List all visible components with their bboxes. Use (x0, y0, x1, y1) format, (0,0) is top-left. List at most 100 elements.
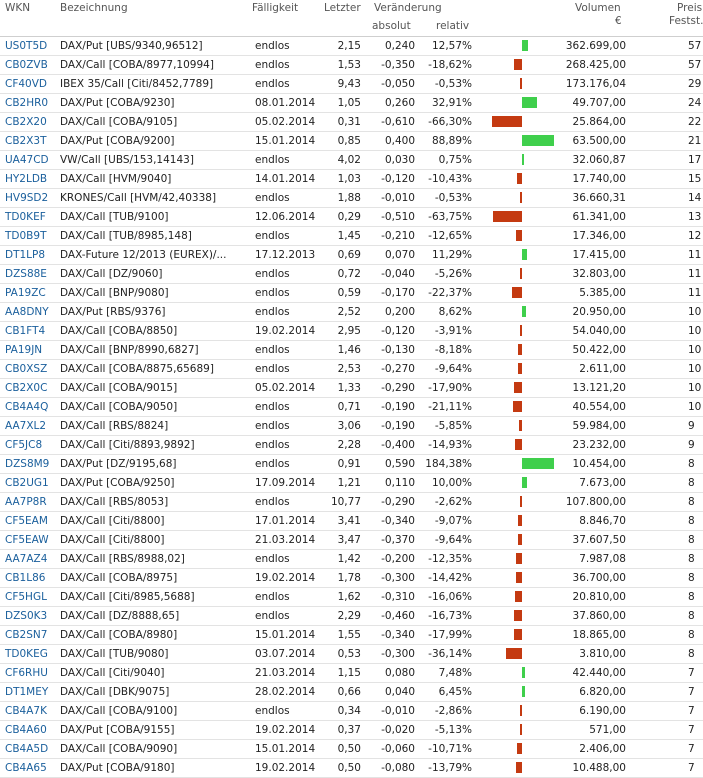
table-row[interactable]: DT1LP8 DAX-Future 12/2013 (EUREX)/... 17.1… (0, 246, 703, 265)
absolut-cell: -0,300 (381, 572, 415, 584)
table-row[interactable]: DZS0K3 DAX/Call [DZ/8888,65] endlos 2,29 -0,… (0, 607, 703, 626)
wkn-link[interactable]: CB4A65 (5, 762, 47, 774)
table-row[interactable]: CB0XSZ DAX/Call [COBA/8875,65689] endlos 2,… (0, 360, 703, 379)
table-row[interactable]: AA7P8R DAX/Call [RBS/8053] endlos 10,77 -0,2… (0, 493, 703, 512)
wkn-link[interactable]: CF6RHU (5, 667, 48, 679)
table-row[interactable]: CB4A5D DAX/Call [COBA/9090] 15.01.2014 0,50… (0, 740, 703, 759)
wkn-link[interactable]: US0T5D (5, 40, 48, 52)
wkn-link[interactable]: CF5HGL (5, 591, 47, 603)
wkn-link[interactable]: CB2UG1 (5, 477, 49, 489)
wkn-link[interactable]: CF5EAM (5, 515, 48, 527)
wkn-link[interactable]: DT1MEY (5, 686, 49, 698)
wkn-link[interactable]: CB2HR0 (5, 97, 49, 109)
volumen-cell: 63.500,00 (572, 135, 626, 147)
table-row[interactable]: HY2LDB DAX/Call [HVM/9040] 14.01.2014 1,03 -… (0, 170, 703, 189)
table-row[interactable]: AA8DNY DAX/Put [RBS/9376] endlos 2,52 0,200 8… (0, 303, 703, 322)
bezeichnung-cell: DAX/Put [COBA/9180] (60, 762, 175, 774)
col-veraenderung[interactable]: Veränderung (374, 2, 442, 14)
col-letzter[interactable]: Letzter (324, 2, 361, 14)
table-row[interactable]: CB2X0C DAX/Call [COBA/9015] 05.02.2014 1,33… (0, 379, 703, 398)
wkn-link[interactable]: UA47CD (5, 154, 49, 166)
wkn-link[interactable]: CB0ZVB (5, 59, 48, 71)
wkn-link[interactable]: CB2X0C (5, 382, 48, 394)
wkn-link[interactable]: CB4A7K (5, 705, 47, 717)
table-row[interactable]: DZS8M9 DAX/Put [DZ/9195,68] endlos 0,91 0,59… (0, 455, 703, 474)
wkn-link[interactable]: AA7AZ4 (5, 553, 48, 565)
relativ-cell: -16,06% (428, 591, 472, 603)
preis-feststellung-cell: 7 (688, 724, 695, 736)
wkn-link[interactable]: CB4A4Q (5, 401, 49, 413)
wkn-link[interactable]: AA8DNY (5, 306, 49, 318)
col-faelligkeit[interactable]: Fälligkeit (252, 2, 299, 14)
wkn-link[interactable]: CF40VD (5, 78, 47, 90)
table-row[interactable]: CF5JC8 DAX/Call [Citi/8893,9892] endlos 2,2… (0, 436, 703, 455)
table-row[interactable]: TD0B9T DAX/Call [TUB/8985,148] endlos 1,45 -… (0, 227, 703, 246)
table-row[interactable]: CF6RHU DAX/Call [Citi/9040] 21.03.2014 1,15… (0, 664, 703, 683)
table-row[interactable]: DT1MEY DAX/Call [DBK/9075] 28.02.2014 0,66 0… (0, 683, 703, 702)
wkn-link[interactable]: TD0B9T (5, 230, 47, 242)
col-wkn[interactable]: WKN (5, 2, 31, 14)
table-row[interactable]: CB2X3T DAX/Put [COBA/9200] 15.01.2014 0,85 0… (0, 132, 703, 151)
table-row[interactable]: CB4A4Q DAX/Call [COBA/9050] endlos 0,71 -0,1… (0, 398, 703, 417)
table-row[interactable]: CB1FT4 DAX/Call [COBA/8850] 19.02.2014 2,95… (0, 322, 703, 341)
change-bar-negative (519, 268, 522, 279)
table-row[interactable]: AA7XL2 DAX/Call [RBS/8824] endlos 3,06 -0,19… (0, 417, 703, 436)
table-row[interactable]: CB4A60 DAX/Put [COBA/9155] 19.02.2014 0,37 -… (0, 721, 703, 740)
wkn-link[interactable]: AA7XL2 (5, 420, 47, 432)
col-relativ[interactable]: relativ (436, 20, 470, 32)
wkn-link[interactable]: AA7P8R (5, 496, 47, 508)
wkn-link[interactable]: CB4A60 (5, 724, 47, 736)
table-row[interactable]: CB2X20 DAX/Call [COBA/9105] 05.02.2014 0,31… (0, 113, 703, 132)
table-row[interactable]: CF5HGL DAX/Call [Citi/8985,5688] endlos 1,6… (0, 588, 703, 607)
table-row[interactable]: CB1L86 DAX/Call [COBA/8975] 19.02.2014 1,78… (0, 569, 703, 588)
table-row[interactable]: CF40VD IBEX 35/Call [Citi/8452,7789] endlo… (0, 75, 703, 94)
col-feststellung[interactable]: Festst. (669, 15, 703, 27)
table-row[interactable]: PA19ZC DAX/Call [BNP/9080] endlos 0,59 -0,17… (0, 284, 703, 303)
wkn-link[interactable]: CF5JC8 (5, 439, 43, 451)
wkn-link[interactable]: CF5EAW (5, 534, 49, 546)
volumen-cell: 25.864,00 (572, 116, 626, 128)
wkn-link[interactable]: CB2X3T (5, 135, 47, 147)
table-row[interactable]: DZS88E DAX/Call [DZ/9060] endlos 0,72 -0,040… (0, 265, 703, 284)
wkn-link[interactable]: CB1FT4 (5, 325, 46, 337)
volumen-cell: 7.987,08 (579, 553, 626, 565)
table-row[interactable]: HV9SD2 KRONES/Call [HVM/42,40338] endlos 1,… (0, 189, 703, 208)
table-row[interactable]: TD0KEG DAX/Call [TUB/9080] 03.07.2014 0,53 -… (0, 645, 703, 664)
wkn-link[interactable]: TD0KEG (5, 648, 48, 660)
wkn-link[interactable]: PA19ZC (5, 287, 46, 299)
wkn-link[interactable]: HV9SD2 (5, 192, 49, 204)
wkn-link[interactable]: PA19JN (5, 344, 43, 356)
absolut-cell: 0,030 (384, 154, 415, 166)
wkn-link[interactable]: CB1L86 (5, 572, 46, 584)
wkn-link[interactable]: DZS88E (5, 268, 47, 280)
wkn-link[interactable]: CB4A5D (5, 743, 49, 755)
wkn-link[interactable]: CB0XSZ (5, 363, 48, 375)
wkn-link[interactable]: CB2X20 (5, 116, 47, 128)
table-row[interactable]: CB2UG1 DAX/Put [COBA/9250] 17.09.2014 1,21 0… (0, 474, 703, 493)
wkn-link[interactable]: TD0KEF (5, 211, 46, 223)
table-row[interactable]: PA19JN DAX/Call [BNP/8990,6827] endlos 1,46… (0, 341, 703, 360)
table-row[interactable]: CB0ZVB DAX/Call [COBA/8977,10994] endlos 1,… (0, 56, 703, 75)
table-row[interactable]: TD0KEF DAX/Call [TUB/9100] 12.06.2014 0,29 -… (0, 208, 703, 227)
col-preis[interactable]: Preis (677, 2, 703, 14)
table-row[interactable]: UA47CD VW/Call [UBS/153,14143] endlos 4,02 0… (0, 151, 703, 170)
relativ-cell: -18,62% (428, 59, 472, 71)
table-row[interactable]: CB4A7K DAX/Call [COBA/9100] endlos 0,34 -0,0… (0, 702, 703, 721)
wkn-link[interactable]: DT1LP8 (5, 249, 46, 261)
col-volumen[interactable]: Volumen (575, 2, 621, 14)
table-row[interactable]: CB4A65 DAX/Put [COBA/9180] 19.02.2014 0,50 -… (0, 759, 703, 778)
col-bezeichnung[interactable]: Bezeichnung (60, 2, 128, 14)
wkn-link[interactable]: DZS0K3 (5, 610, 48, 622)
change-bar-negative (517, 173, 522, 184)
table-row[interactable]: CF5EAM DAX/Call [Citi/8800] 17.01.2014 3,41… (0, 512, 703, 531)
wkn-link[interactable]: CB2SN7 (5, 629, 48, 641)
table-row[interactable]: CF5EAW DAX/Call [Citi/8800] 21.03.2014 3,47… (0, 531, 703, 550)
faelligkeit-cell: endlos (255, 610, 290, 622)
wkn-link[interactable]: DZS8M9 (5, 458, 50, 470)
wkn-link[interactable]: HY2LDB (5, 173, 48, 185)
table-row[interactable]: US0T5D DAX/Put [UBS/9340,96512] endlos 2,15… (0, 37, 703, 56)
table-row[interactable]: CB2SN7 DAX/Call [COBA/8980] 15.01.2014 1,55… (0, 626, 703, 645)
table-row[interactable]: CB2HR0 DAX/Put [COBA/9230] 08.01.2014 1,05 0… (0, 94, 703, 113)
col-absolut[interactable]: absolut (372, 20, 411, 32)
table-row[interactable]: AA7AZ4 DAX/Call [RBS/8988,02] endlos 1,42 -0… (0, 550, 703, 569)
